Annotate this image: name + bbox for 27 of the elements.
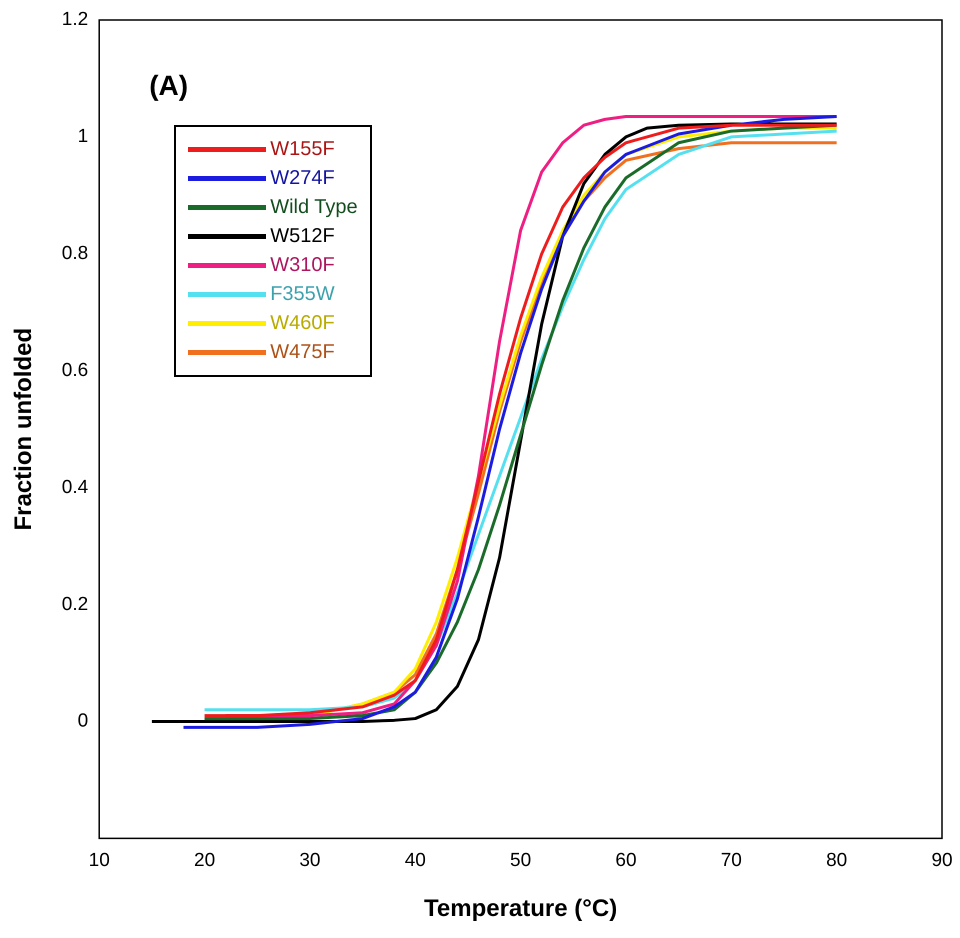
y-tick-label: 0.4 [62, 476, 89, 498]
x-tick-label: 90 [931, 850, 953, 872]
y-tick-label: 0.8 [62, 243, 88, 264]
x-tick-label: 40 [404, 850, 426, 872]
x-tick-label: 10 [88, 850, 110, 872]
annotation: (A) [149, 70, 188, 102]
x-tick-label: 20 [194, 850, 216, 872]
y-axis-title: Fraction unfolded [10, 328, 38, 531]
legend-label: W460F [270, 312, 335, 335]
legend-label: W274F [270, 167, 335, 190]
y-tick-label: 0.6 [62, 360, 88, 381]
x-tick-label: 80 [826, 850, 848, 872]
legend-label: W475F [270, 341, 335, 364]
x-tick-label: 60 [615, 850, 637, 872]
legend-label: F355W [270, 283, 335, 306]
legend-label: W512F [270, 225, 335, 248]
x-tick-label: 50 [510, 850, 532, 872]
y-tick-label: 0 [78, 710, 88, 732]
y-tick-label: 0.2 [62, 594, 88, 615]
legend-label: Wild Type [270, 196, 358, 219]
y-tick-label: 1.2 [62, 9, 88, 30]
y-tick-label: 1 [78, 126, 88, 148]
legend-label: W155F [270, 138, 335, 161]
x-tick-label: 70 [720, 850, 742, 872]
x-axis-title: Temperature (°C) [424, 895, 618, 922]
x-tick-label: 30 [299, 850, 320, 872]
legend-label: W310F [270, 254, 335, 277]
